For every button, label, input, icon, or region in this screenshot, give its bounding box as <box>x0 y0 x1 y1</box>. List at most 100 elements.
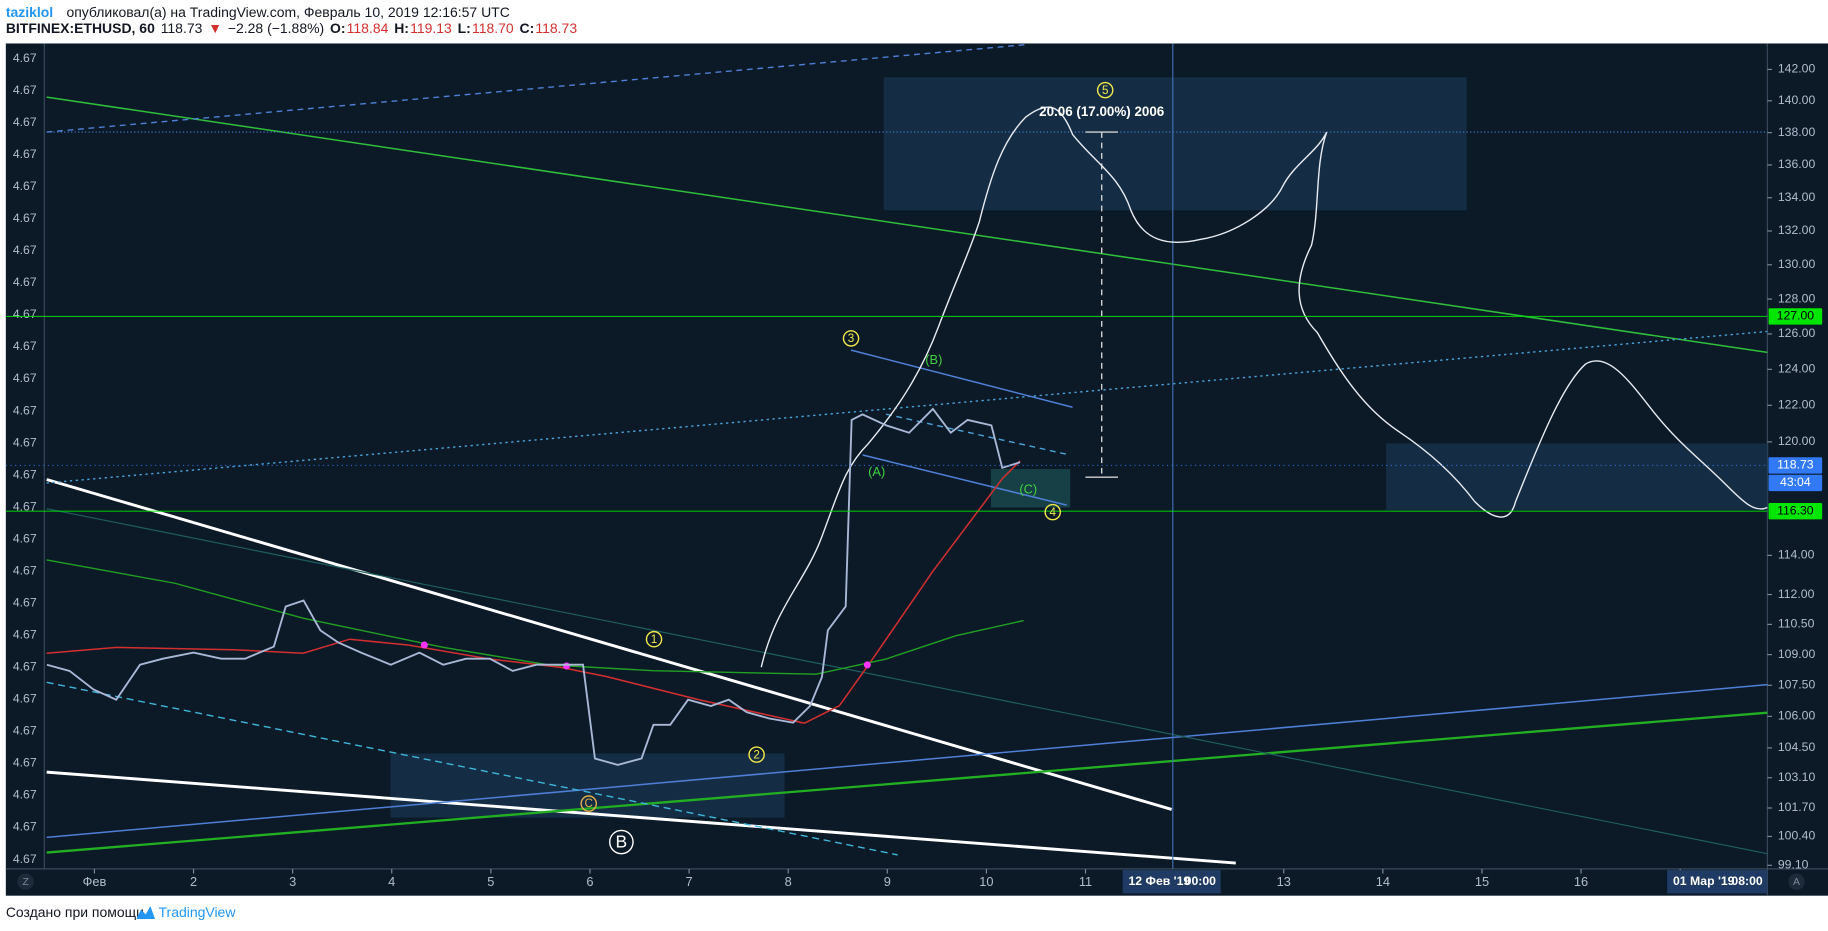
legend-item: H: <box>394 20 409 36</box>
y-tick-label: 106.00 <box>1778 709 1816 723</box>
legend-item: L: <box>458 20 471 36</box>
left-scale-label: 4.67 <box>13 788 37 802</box>
price-line <box>46 407 1021 766</box>
crosshair-time-box <box>1122 870 1221 894</box>
channel-line <box>850 349 1073 408</box>
crosshair-date: 01 Мар '19 <box>1673 874 1735 888</box>
footer-text: Создано при помощи <box>6 904 144 920</box>
left-scale-label: 4.67 <box>13 307 37 321</box>
left-scale-label: 4.67 <box>13 467 37 481</box>
wave-label: 5 <box>1102 84 1108 97</box>
support-zone <box>1386 443 1769 510</box>
countdown-badge <box>1768 474 1823 492</box>
y-tick-label: 101.70 <box>1778 800 1816 814</box>
left-scale-label: 4.67 <box>13 83 37 97</box>
y-tick-label: 138.00 <box>1778 125 1816 139</box>
left-scale-label: 4.67 <box>13 563 37 577</box>
left-scale-label: 4.67 <box>13 595 37 609</box>
major-wave-marker <box>609 829 634 855</box>
y-tick-label: 134.00 <box>1778 190 1816 204</box>
base-zone <box>390 753 785 818</box>
legend-item: ▼ <box>208 20 222 36</box>
corner-button[interactable] <box>17 873 34 890</box>
x-tick-label: 13 <box>1277 874 1291 889</box>
legend-item: BITFINEX:ETHUSD, 60 <box>6 20 155 36</box>
x-tick-label: 16 <box>1574 874 1588 889</box>
legend-item: O: <box>330 20 346 36</box>
y-tick-label: 103.10 <box>1778 770 1816 784</box>
x-tick-label: 6 <box>586 874 593 889</box>
brand-logo <box>136 906 156 920</box>
left-scale-label: 4.67 <box>13 339 37 353</box>
y-tick-label: 110.50 <box>1778 617 1815 631</box>
y-tick-label: 109.00 <box>1778 647 1816 661</box>
y-tick-label: 130.00 <box>1778 257 1816 271</box>
left-scale-label: 4.67 <box>13 628 37 642</box>
major-wave-label: B <box>616 831 628 851</box>
x-tick-label: 14 <box>1376 874 1390 889</box>
wave-marker <box>842 330 860 347</box>
cross-marker <box>420 641 428 649</box>
footer-brand[interactable]: TradingView <box>159 904 237 920</box>
crosshair-date: 12 Фев '19 <box>1129 874 1191 888</box>
corner-button[interactable] <box>1788 873 1805 890</box>
correction-label: (B) <box>925 352 942 367</box>
legend-item: 118.73 <box>535 20 577 36</box>
trendline <box>46 770 1236 865</box>
x-tick-label: 2 <box>190 874 197 889</box>
y-tick-label: 126.00 <box>1778 326 1816 340</box>
trendline <box>46 681 898 856</box>
countdown-label: 43:04 <box>1780 475 1811 489</box>
price-badge-label: 116.30 <box>1777 503 1814 517</box>
left-scale-label: 4.67 <box>13 660 37 674</box>
left-scale-label: 4.67 <box>13 243 37 257</box>
left-scale-label: 4.67 <box>13 179 37 193</box>
crosshair-time-box <box>1667 870 1768 894</box>
crosshair-time: 00:00 <box>1185 874 1216 888</box>
x-tick-label: 9 <box>884 874 891 889</box>
y-tick-label: 114.00 <box>1778 548 1815 562</box>
price-badge <box>1768 503 1823 520</box>
author[interactable]: taziklol <box>6 4 53 20</box>
y-tick-label: 107.50 <box>1778 678 1816 692</box>
y-tick-label: 120.00 <box>1778 434 1816 448</box>
x-tick-label: 4 <box>388 874 395 889</box>
wave-marker <box>645 630 663 648</box>
y-tick-label: 99.10 <box>1778 858 1809 872</box>
wave4-zone <box>990 468 1071 508</box>
y-tick-label: 128.00 <box>1778 291 1816 305</box>
price-badge <box>1768 457 1823 474</box>
y-tick-label: 132.00 <box>1778 223 1816 237</box>
wave-label: 1 <box>651 633 657 646</box>
y-tick-label: 122.00 <box>1778 398 1816 412</box>
wave-marker <box>1096 81 1114 99</box>
trendline <box>46 508 1768 855</box>
major-wave-marker <box>580 795 598 812</box>
left-scale-label: 4.67 <box>13 435 37 449</box>
corner-button-label[interactable]: A <box>1793 877 1800 888</box>
cross-marker <box>863 661 871 669</box>
projection-path <box>760 106 1768 668</box>
legend-item: 119.13 <box>410 20 452 36</box>
legend-item: −2.28 (−1.88%) <box>228 20 324 36</box>
crosshair-time: 08:00 <box>1731 874 1762 888</box>
left-scale-label: 4.67 <box>13 820 37 834</box>
trendline <box>46 96 1768 354</box>
y-tick-label: 140.00 <box>1778 93 1816 107</box>
major-wave-label: C <box>585 797 593 810</box>
y-tick-label: 104.50 <box>1778 740 1816 754</box>
correction-label: (C) <box>1019 481 1037 496</box>
trendline <box>46 330 1768 484</box>
y-tick-label: 142.00 <box>1778 62 1816 76</box>
left-scale-label: 4.67 <box>13 275 37 289</box>
x-tick-label: 15 <box>1475 874 1489 889</box>
x-tick-label: 8 <box>785 874 792 889</box>
left-scale-label: 4.67 <box>13 756 37 770</box>
cross-marker <box>563 662 571 670</box>
corner-button-label[interactable]: Z <box>22 877 29 888</box>
measure-label: 20.06 (17.00%) 2006 <box>1039 104 1164 119</box>
wave-marker <box>748 746 765 763</box>
left-scale-label: 4.67 <box>13 531 37 545</box>
moving-average <box>46 460 1021 724</box>
